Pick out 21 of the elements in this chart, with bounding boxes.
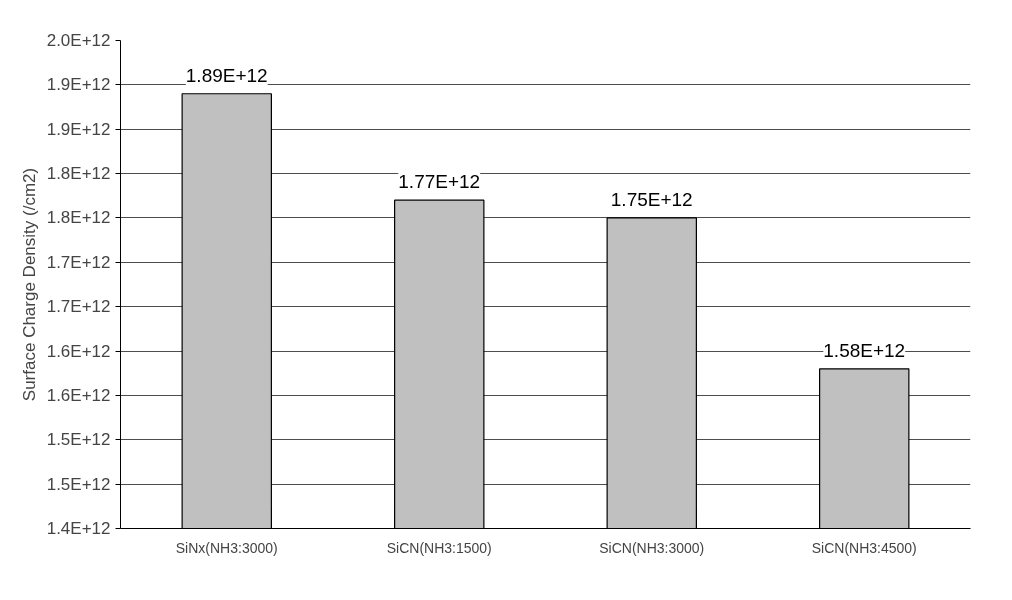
- y-tick-label: 1.7E+12: [46, 252, 111, 272]
- y-tick-label: 1.9E+12: [46, 119, 111, 139]
- x-tick-label: SiCN(NH3:4500): [811, 539, 917, 556]
- y-tick-label: 1.8E+12: [46, 208, 111, 228]
- y-axis-title: Surface Charge Density (/cm2): [19, 167, 39, 402]
- y-tick-label: 1.5E+12: [46, 430, 111, 450]
- y-tick-label: 1.7E+12: [46, 297, 111, 317]
- y-tick-label: 1.6E+12: [46, 341, 111, 361]
- data-label: 1.58E+12: [823, 339, 906, 361]
- x-tick-label: SiCN(NH3:1500): [386, 539, 492, 556]
- y-tick-label: 1.5E+12: [46, 474, 111, 494]
- data-label: 1.77E+12: [398, 171, 481, 193]
- data-label: 1.89E+12: [185, 64, 268, 86]
- y-tick-label: 1.9E+12: [46, 75, 111, 95]
- x-tick-label: SiNx(NH3:3000): [175, 539, 278, 556]
- data-label: 1.75E+12: [610, 188, 693, 210]
- y-tick-label: 1.6E+12: [46, 385, 111, 405]
- y-tick-label: 1.4E+12: [46, 519, 111, 538]
- y-tick-label: 2.0E+12: [46, 31, 111, 50]
- y-tick-label: 1.8E+12: [46, 164, 111, 184]
- x-tick-label: SiCN(NH3:3000): [599, 539, 705, 556]
